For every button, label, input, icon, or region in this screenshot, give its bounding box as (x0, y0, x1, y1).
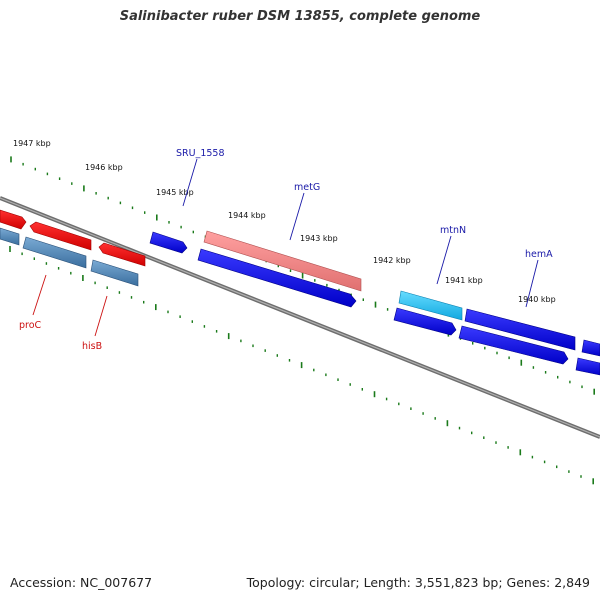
label-metg[interactable]: metG (294, 182, 320, 193)
leader-metg (289, 192, 305, 241)
map-title: Salinibacter ruber DSM 13855, complete g… (119, 9, 481, 24)
lower-strand-genes (0, 227, 600, 376)
scale-label-1947: 1947 kbp (13, 139, 51, 148)
gene-blue-lower-2[interactable] (393, 307, 457, 336)
scale-label-1944: 1944 kbp (228, 211, 266, 220)
leader-sru1558 (182, 158, 198, 207)
genome-summary-text: Topology: circular; Length: 3,551,823 bp… (246, 575, 590, 590)
leader-mtnn (436, 235, 452, 285)
gene-labels: SRU_1558 metG mtnN hemA proC hisB (19, 148, 553, 352)
gene-metg[interactable] (203, 230, 362, 292)
scale-label-1946: 1946 kbp (85, 163, 123, 172)
backbone-line-highlight (0, 197, 600, 438)
gene-red-upper-2[interactable] (98, 242, 146, 267)
upper-strand-genes (0, 209, 600, 357)
label-proc[interactable]: proC (19, 320, 42, 331)
scale-label-1942: 1942 kbp (373, 256, 411, 265)
gene-blue-partial-right-lower[interactable] (575, 357, 600, 376)
scale-ticks-lower (9, 246, 595, 485)
leader-proc (32, 274, 47, 316)
label-leaders (32, 158, 539, 337)
gene-hema[interactable] (464, 308, 576, 351)
gene-proc[interactable] (22, 236, 87, 269)
gene-partial-right-upper[interactable] (581, 339, 600, 357)
leader-hema (525, 259, 539, 308)
label-hisb[interactable]: hisB (82, 341, 102, 352)
label-hema[interactable]: hemA (525, 249, 553, 260)
scale-labels: 1947 kbp 1946 kbp 1945 kbp 1944 kbp 1943… (13, 139, 556, 304)
leader-hisb (94, 295, 108, 337)
gene-steel-partial-left[interactable] (0, 227, 20, 246)
scale-label-1945: 1945 kbp (156, 188, 194, 197)
gene-blue-lower-1[interactable] (197, 248, 357, 308)
label-sru1558[interactable]: SRU_1558 (176, 148, 225, 159)
accession-text: Accession: NC_007677 (10, 575, 153, 590)
scale-label-1943: 1943 kbp (300, 234, 338, 243)
gene-red-upper-1[interactable] (29, 221, 92, 251)
gene-hisb[interactable] (90, 259, 139, 287)
gene-mtnn[interactable] (398, 290, 463, 321)
label-mtnn[interactable]: mtnN (440, 225, 466, 236)
gene-partial-left-upper[interactable] (0, 209, 27, 230)
genome-backbone (0, 196, 600, 439)
scale-label-1940: 1940 kbp (518, 295, 556, 304)
gene-sru1558[interactable] (149, 231, 188, 254)
scale-label-1941: 1941 kbp (445, 276, 483, 285)
gene-blue-lower-3[interactable] (458, 325, 569, 365)
